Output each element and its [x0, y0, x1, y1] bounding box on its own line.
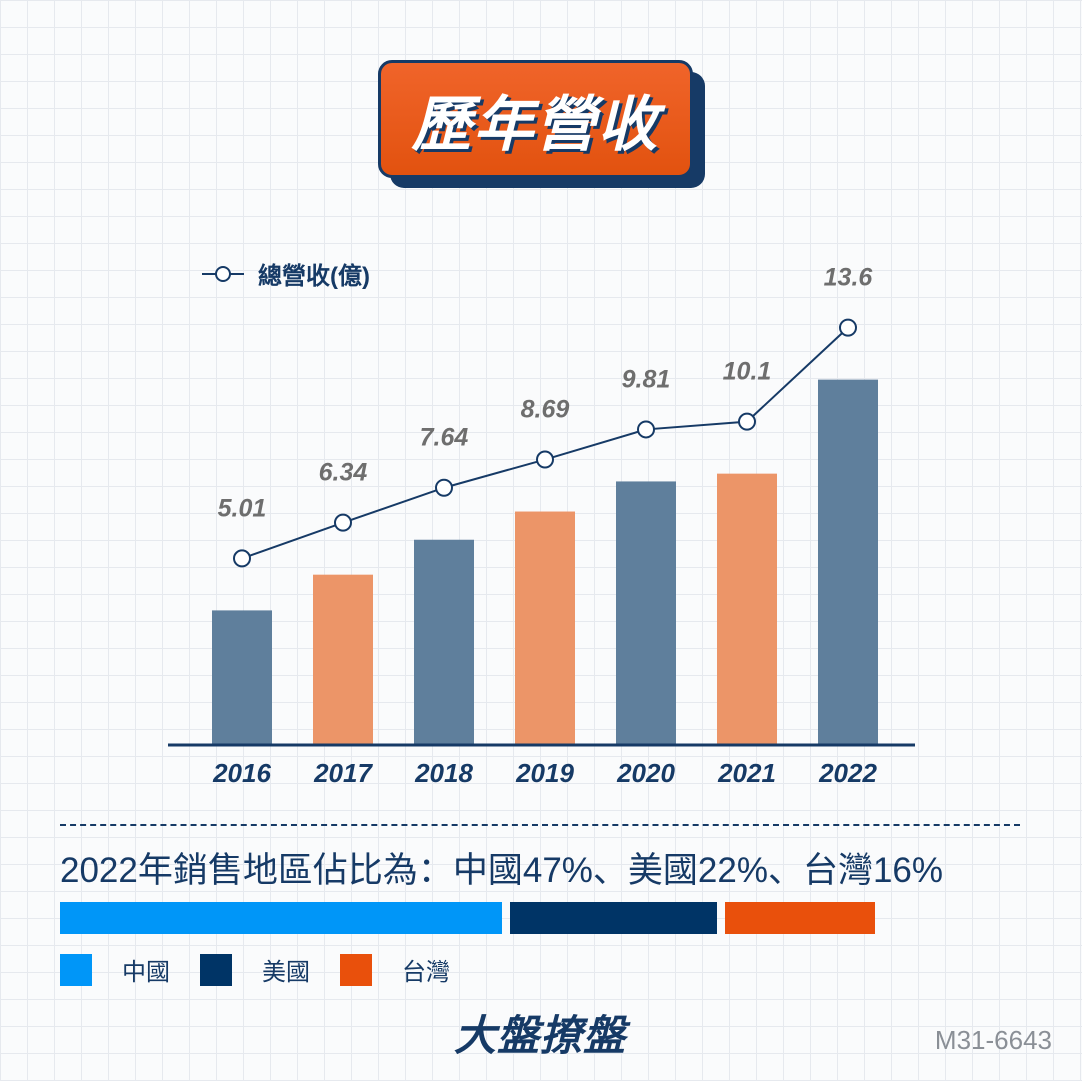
line-point-2018 [435, 478, 453, 497]
legend-label-china: 中國 [122, 959, 170, 986]
legend-item-china: 中國 [60, 952, 170, 987]
region-summary: 2022年銷售地區佔比為：中國47%、美國22%、台灣16% [60, 851, 944, 890]
x-tick-2021: 2021 [717, 758, 776, 788]
share-segment-china [60, 902, 502, 934]
revenue-chart: 5.01 6.34 7.64 8.69 9.81 10.1 13.6 2016 2017 2018… [168, 264, 915, 788]
title-banner: 歷年營收 [378, 60, 708, 190]
data-label-2019: 8.69 [521, 396, 570, 424]
bar-2017 [313, 574, 373, 745]
data-label-2022: 13.6 [824, 264, 874, 292]
region-share-bar [60, 902, 875, 934]
brand-logo: 大盤撩盤 [453, 1012, 626, 1059]
bar-2021 [717, 473, 777, 745]
bar-2018 [414, 539, 474, 745]
chart-legend: 總營收(億) [200, 256, 370, 291]
line-point-2017 [334, 513, 352, 532]
data-label-2021: 10.1 [723, 358, 772, 386]
divider [60, 824, 1020, 826]
x-tick-2016: 2016 [212, 758, 271, 788]
legend-item-usa: 美國 [200, 952, 310, 987]
data-label-2017: 6.34 [319, 459, 368, 487]
legend-swatch-usa [200, 953, 232, 986]
x-tick-2022: 2022 [818, 758, 877, 788]
x-tick-2019: 2019 [515, 758, 574, 788]
bar-2016 [212, 610, 272, 745]
bar-2020 [616, 481, 676, 745]
legend-line-marker-icon [202, 265, 244, 282]
line-point-2019 [536, 450, 554, 469]
region-legend: 中國 美國 台灣 [60, 952, 480, 987]
share-segment-usa [509, 902, 717, 934]
line-point-2022 [839, 318, 857, 337]
data-label-2016: 5.01 [218, 494, 267, 522]
legend-label-usa: 美國 [262, 959, 310, 986]
document-code: M31-6643 [934, 1025, 1052, 1055]
bar-2022 [818, 379, 878, 745]
x-tick-2018: 2018 [414, 758, 473, 788]
page-title: 歷年營收 [411, 90, 660, 158]
share-segment-taiwan [724, 902, 875, 934]
line-point-2016 [233, 549, 251, 568]
x-tick-2020: 2020 [616, 758, 675, 788]
legend-item-taiwan: 台灣 [340, 952, 450, 987]
data-label-2018: 7.64 [420, 424, 469, 452]
legend-swatch-china [60, 953, 92, 986]
line-point-2021 [738, 412, 756, 431]
line-point-2020 [637, 420, 655, 439]
bar-2019 [515, 511, 575, 745]
x-tick-2017: 2017 [313, 758, 373, 788]
legend-label-taiwan: 台灣 [402, 959, 450, 986]
title-box: 歷年營收 [378, 60, 693, 178]
legend-swatch-taiwan [340, 953, 372, 986]
legend-label: 總營收(億) [258, 263, 370, 290]
data-label-2020: 9.81 [622, 365, 671, 393]
